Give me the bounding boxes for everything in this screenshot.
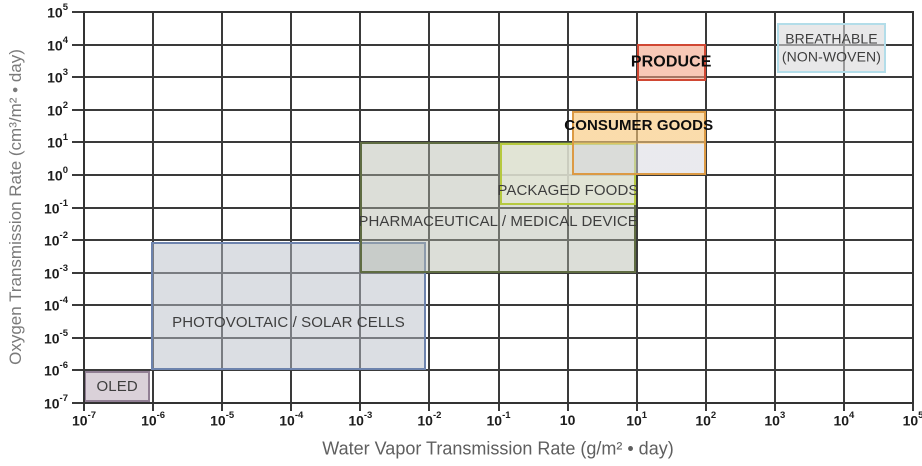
h-gridline <box>84 76 913 79</box>
x-tick <box>359 403 362 411</box>
y-tick <box>72 76 84 79</box>
y-tick <box>72 369 84 372</box>
y-tick-label: 104 <box>47 34 68 54</box>
region-label-produce: PRODUCE <box>630 53 712 71</box>
region-label-packaged-foods: PACKAGED FOODS <box>497 182 639 200</box>
y-tick <box>72 108 84 111</box>
x-axis-title: Water Vapor Transmission Rate (g/m² • da… <box>322 438 674 459</box>
h-gridline <box>84 239 913 242</box>
x-tick <box>635 403 638 411</box>
y-tick <box>72 402 84 404</box>
y-tick <box>72 336 84 339</box>
x-tick-label: 10-5 <box>210 410 235 429</box>
region-box-consumer-goods <box>571 111 706 175</box>
h-gridline <box>84 173 913 176</box>
y-tick-label: 10-3 <box>43 262 68 282</box>
y-tick <box>72 11 84 13</box>
x-tick-label: 105 <box>902 410 922 429</box>
y-tick <box>72 206 84 209</box>
h-gridline <box>84 336 913 339</box>
x-tick-label: 10-1 <box>486 410 511 429</box>
x-tick-label: 10 <box>559 412 576 428</box>
y-tick <box>72 271 84 274</box>
x-tick-label: 10-3 <box>348 410 373 429</box>
x-tick <box>842 403 845 411</box>
x-tick-label: 103 <box>764 410 786 429</box>
y-tick <box>72 43 84 46</box>
x-tick-label: 102 <box>695 410 717 429</box>
x-tick-label: 10-2 <box>417 410 442 429</box>
y-axis-title: Oxygen Transmission Rate (cm³/m² • day) <box>6 49 25 365</box>
x-tick <box>566 403 569 411</box>
y-tick-label: 10-4 <box>43 295 68 314</box>
x-tick <box>912 403 914 411</box>
h-gridline <box>84 369 913 372</box>
plot-border <box>83 11 914 404</box>
region-box-oled <box>84 371 151 403</box>
x-tick <box>773 403 776 411</box>
x-tick-label: 10-6 <box>141 410 166 429</box>
h-gridline <box>84 206 913 209</box>
x-tick <box>428 403 431 411</box>
x-tick <box>497 403 500 411</box>
region-box-produce <box>636 43 706 81</box>
y-tick <box>72 173 84 176</box>
y-tick-label: 10-7 <box>43 393 68 412</box>
h-gridline <box>84 108 913 111</box>
region-box-photovoltaic <box>151 242 426 370</box>
y-tick <box>72 239 84 242</box>
h-gridline <box>84 304 913 307</box>
x-tick-label: 101 <box>626 410 648 429</box>
y-tick <box>72 304 84 307</box>
x-tick-label: 104 <box>833 410 855 429</box>
y-tick-label: 10-1 <box>43 197 68 217</box>
region-box-breathable-non-woven <box>776 23 887 73</box>
x-tick <box>83 403 85 411</box>
y-tick-label: 100 <box>47 164 68 184</box>
y-tick-label: 105 <box>47 2 68 21</box>
y-tick-label: 102 <box>47 99 68 119</box>
region-label-consumer-goods: CONSUMER GOODS <box>564 116 714 134</box>
h-gridline <box>84 43 913 46</box>
x-tick-label: 10-4 <box>279 410 304 429</box>
x-tick <box>221 403 224 411</box>
x-tick-label: 10-7 <box>71 410 97 429</box>
y-tick-label: 10-2 <box>43 230 68 249</box>
region-label-pharmaceutical: PHARMACEUTICAL / MEDICAL DEVICE <box>358 213 638 231</box>
y-tick-label: 10-6 <box>43 360 68 380</box>
region-label-oled: OLED <box>96 377 138 395</box>
x-tick <box>704 403 707 411</box>
y-tick-label: 101 <box>47 132 68 151</box>
y-tick-label: 103 <box>47 67 68 86</box>
region-label-photovoltaic: PHOTOVOLTAIC / SOLAR CELLS <box>172 313 405 331</box>
y-tick-label: 10-5 <box>43 327 68 347</box>
y-tick <box>72 141 84 144</box>
x-tick <box>290 403 293 411</box>
x-tick <box>152 403 155 411</box>
region-label-breathable-non-woven: BREATHABLE (NON-WOVEN) <box>781 30 882 65</box>
